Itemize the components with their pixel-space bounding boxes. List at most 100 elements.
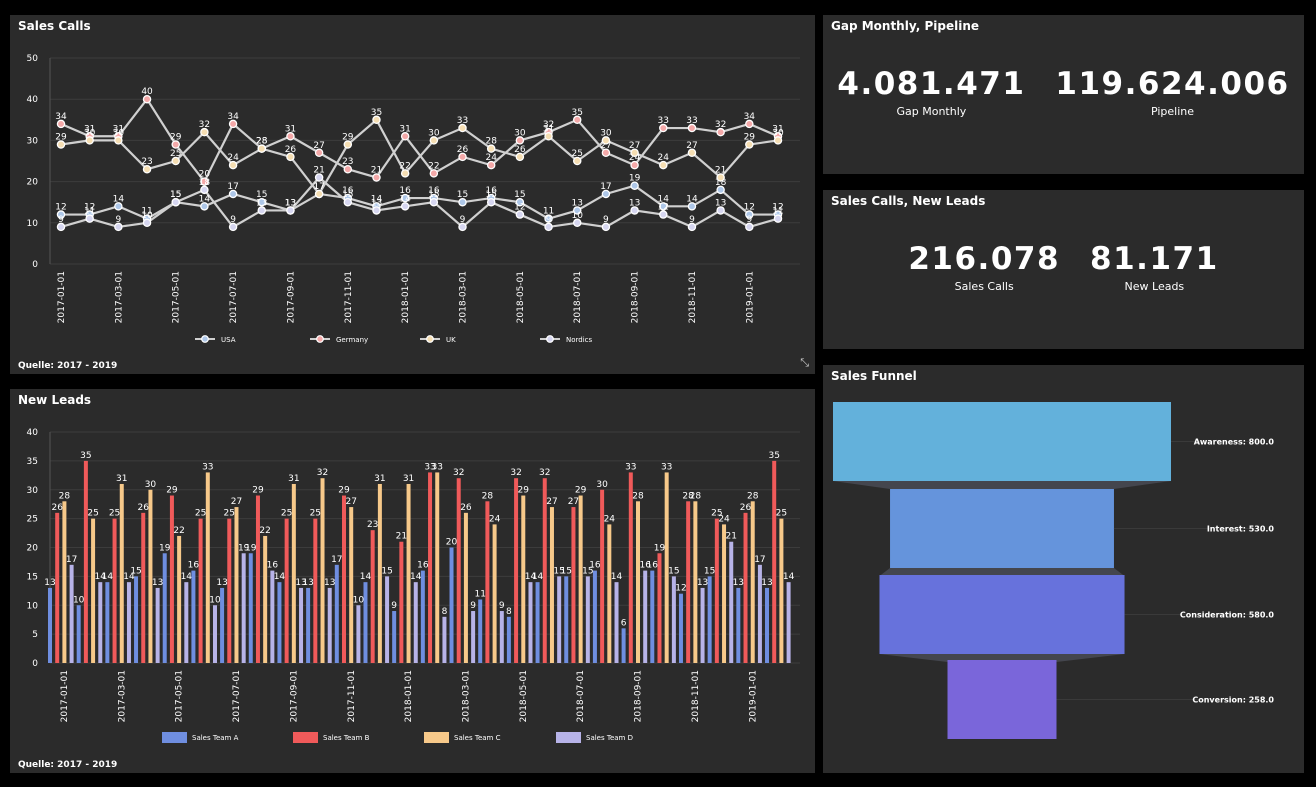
data-label: 14 [399,194,411,204]
data-point-nordics [544,222,553,232]
data-label: 29 [575,486,587,496]
data-point-nordics [228,222,238,232]
x-tick-label: 2018-11-01 [691,670,701,722]
data-label: 15 [704,566,715,576]
data-label: 10 [209,595,221,605]
data-label: 23 [367,520,378,530]
legend-label: Sales Team D [586,734,633,742]
data-point-uk [257,144,267,153]
data-point-uk [458,123,467,133]
kpi-sales-calls: 216.078 Sales Calls [908,242,1060,293]
sales-funnel-chart: Awareness: 800.0 Interest: 530.0 Considera… [833,402,1274,739]
data-label: 21 [371,165,382,175]
legend-marker [426,335,434,343]
data-label: 12 [675,584,686,594]
data-label: 9 [58,215,64,225]
data-label: 30 [113,128,125,138]
data-point-uk [687,148,697,158]
data-label: 24 [658,153,670,163]
bar-sales-team-a [535,582,540,663]
data-label: 11 [474,589,485,599]
data-label: 14 [525,572,537,582]
gap-pipeline-panel: Gap Monthly, Pipeline 4.081.471 Gap Mont… [823,15,1304,174]
data-label: 15 [668,566,679,576]
data-label: 15 [582,566,593,576]
data-label: 21 [726,532,737,542]
funnel-connector [833,481,1171,489]
funnel-connector [879,654,1125,662]
bar-sales-team-c [693,501,698,663]
data-point-uk [659,160,668,170]
bar-sales-team-a [334,564,339,663]
data-label: 24 [227,153,239,163]
y-tick-label: 30 [27,486,39,496]
data-label: 24 [604,514,616,524]
expand-icon[interactable]: ⤡ [800,356,809,369]
data-label: 22 [428,161,439,171]
data-point-germany [171,140,180,149]
legend-label: Nordics [566,336,593,344]
data-label: 24 [489,514,501,524]
data-label: 9 [230,215,236,225]
data-label: 13 [256,198,267,208]
data-label: 16 [342,186,354,196]
bar-sales-team-a [105,582,110,663]
data-point-germany [429,169,439,178]
data-point-nordics [56,222,66,232]
data-label: 25 [776,509,787,519]
data-label: 16 [417,561,429,571]
data-label: 14 [199,194,211,204]
data-label: 17 [313,182,324,192]
data-point-germany [372,173,381,182]
data-label: 17 [754,555,765,565]
bar-sales-team-d [270,570,275,663]
kpi-new-leads-value: 81.171 [1090,241,1219,277]
data-point-nordics [659,210,668,219]
bar-sales-team-c [664,472,669,663]
data-label: 17 [600,182,611,192]
calls-leads-title: Sales Calls, New Leads [831,194,986,208]
data-label: 16 [399,186,411,196]
data-label: 25 [109,509,120,519]
data-label: 35 [572,108,583,118]
data-label: 15 [428,190,439,200]
data-label: 12 [772,203,783,213]
series-line-germany [60,97,779,184]
bar-sales-team-d [528,582,533,663]
bar-sales-team-b [600,489,605,663]
data-label: 31 [403,474,414,484]
data-label: 29 [170,133,182,143]
bar-sales-team-b [313,518,318,663]
bar-sales-team-d [385,576,390,663]
bar-sales-team-d [729,541,734,663]
data-label: 27 [231,497,242,507]
data-point-germany [314,148,324,158]
data-point-germany [745,119,754,129]
data-label: 9 [391,601,397,611]
data-point-germany [228,119,238,129]
x-tick-label: 2018-03-01 [459,271,469,323]
kpi-new-leads: 81.171 New Leads [1090,242,1219,293]
data-label: 19 [629,174,641,184]
data-label: 14 [410,572,422,582]
data-label: 14 [95,572,107,582]
bar-sales-team-d [327,587,332,663]
bar-sales-team-a [392,611,397,663]
data-point-uk [716,173,725,182]
bar-sales-team-a [191,570,196,663]
data-point-usa [458,197,467,207]
data-point-uk [429,136,439,145]
data-label: 12 [658,203,669,213]
data-label: 24 [718,514,730,524]
data-label: 14 [611,572,623,582]
x-tick-label: 2017-09-01 [289,670,299,722]
bar-sales-team-d [126,582,131,663]
data-label: 28 [690,491,702,501]
data-label: 30 [84,128,96,138]
data-label: 25 [572,149,583,159]
data-label: 26 [460,503,472,513]
bar-sales-team-c [607,524,612,663]
x-tick-label: 2017-07-01 [229,271,239,323]
data-point-usa [572,206,582,215]
legend-item-sales-team-b: Sales Team B [293,732,370,743]
